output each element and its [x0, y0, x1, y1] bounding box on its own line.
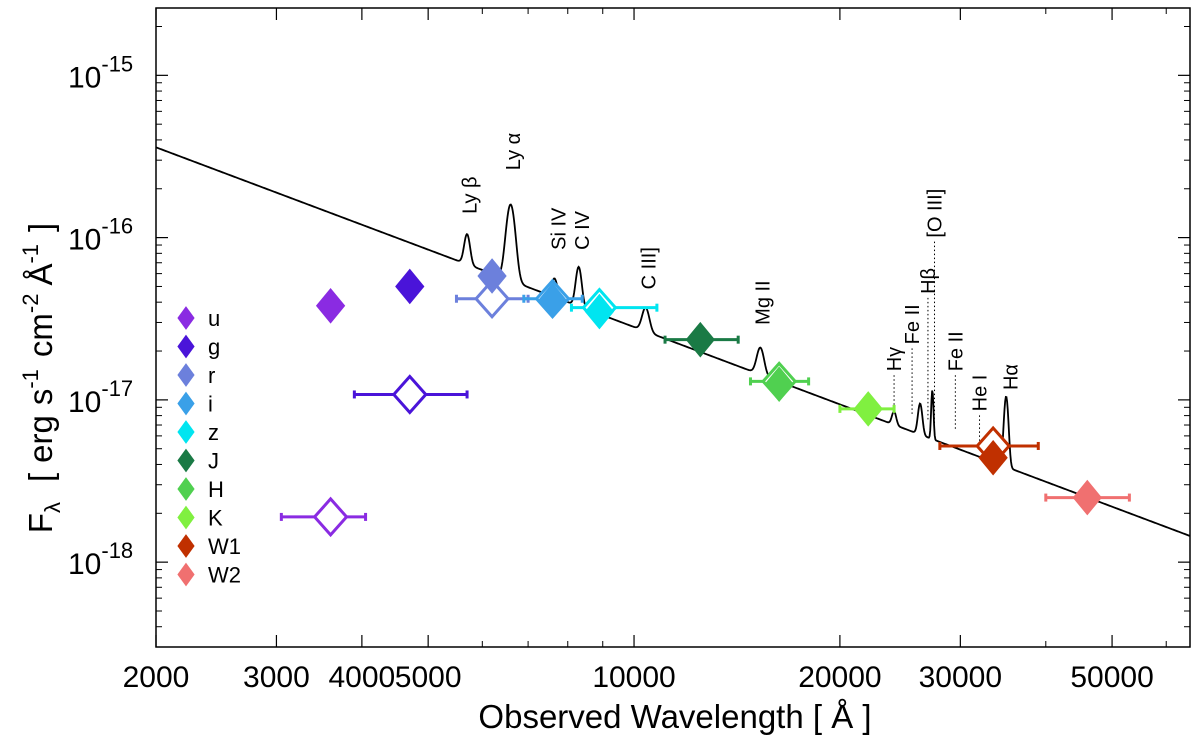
x-tick-label: 50000 [1070, 661, 1153, 694]
filled-diamond-r [477, 258, 507, 294]
filled-diamond-J [685, 321, 715, 358]
x-tick-label: 20000 [798, 661, 881, 694]
ylabel-exp3: -1 [18, 244, 43, 264]
open-diamond-u [312, 496, 349, 538]
photometry-points [279, 258, 1131, 538]
legend-label-u: u [208, 306, 220, 331]
filled-diamond-z [584, 293, 615, 330]
plot-frame [155, 7, 1191, 648]
filled-diamond-W2 [1072, 479, 1102, 516]
ylabel-close: ] [22, 223, 59, 232]
legend-marker-z [177, 420, 195, 444]
legend-marker-K [177, 505, 195, 530]
open-diamond-r [474, 278, 511, 320]
legend-marker-r [177, 363, 195, 387]
legend-label-W2: W2 [208, 563, 241, 588]
tick-labels: 2000 3000 4000 5000 10000 20000 30000 50000 10-1… [68, 51, 1154, 694]
x-axis-title: Observed Wavelength [ Å ] [478, 698, 871, 735]
emission-line-label: He I [970, 375, 992, 412]
ylabel-s: s [22, 389, 59, 406]
y-tick-label: 10-15 [68, 51, 133, 94]
filled-diamond-g [395, 268, 425, 305]
legend-label-z: z [208, 420, 219, 445]
x-tick-label: 4000 [329, 661, 396, 694]
legend-marker-J [177, 448, 195, 473]
legend-label-W1: W1 [208, 534, 241, 559]
open-diamond-g [391, 374, 428, 415]
emission-line-label: Mg II [752, 280, 774, 324]
ylabel-exp1: -1 [18, 369, 43, 389]
legend-marker-u [177, 306, 195, 330]
ylabel-exp2: -2 [18, 294, 43, 314]
legend-marker-W1 [177, 534, 195, 558]
y-tick-label: 10-16 [68, 214, 133, 257]
spectrum-line [155, 146, 1191, 537]
legend-label-J: J [208, 449, 219, 474]
emission-line-label: Hβ [918, 268, 940, 294]
x-tick-label: 3000 [243, 661, 310, 694]
emission-line-label: Ly β [460, 176, 482, 213]
y-tick-label: 10-18 [68, 538, 133, 581]
legend-label-i: i [208, 392, 213, 417]
legend-label-H: H [208, 477, 224, 502]
svg-text:Fλ[ergs-1cm-2Å-1]: Fλ[ergs-1cm-2Å-1] [18, 223, 65, 533]
emission-line-label: Ly α [503, 133, 525, 171]
filled-diamond-K [853, 391, 883, 427]
legend-marker-i [177, 391, 195, 416]
emission-line-label: C IV [572, 210, 594, 250]
legend-label-r: r [208, 363, 215, 388]
emission-line-label: Hα [1000, 364, 1022, 390]
ylabel-open: [ [22, 473, 59, 482]
legend-label-K: K [208, 506, 223, 531]
ylabel-sub: λ [40, 502, 65, 513]
x-tick-label: 30000 [919, 661, 1002, 694]
y-tick-label: 10-17 [68, 376, 133, 419]
legend-marker-g [177, 334, 195, 359]
ylabel-erg: erg [22, 415, 59, 463]
emission-line-label: Hγ [884, 347, 906, 371]
legend-label-g: g [208, 335, 220, 360]
ylabel-cm: cm [22, 313, 59, 357]
filled-diamond-u [315, 288, 346, 324]
legend-marker-H [177, 477, 195, 501]
emission-line-label: Fe II [945, 331, 967, 371]
x-tick-label: 2000 [123, 661, 190, 694]
filled-diamond-W1 [978, 439, 1008, 476]
filled-diamond-H [764, 366, 794, 402]
emission-line-label: [O III] [925, 189, 947, 238]
axis-ticks [155, 8, 1190, 648]
filled-diamond-i [537, 282, 568, 319]
emission-line-label: C III] [639, 247, 661, 289]
x-tick-label: 5000 [395, 661, 462, 694]
x-tick-label: 10000 [592, 661, 675, 694]
model-spectrum [155, 146, 1191, 537]
emission-line-label: Si IV [548, 207, 570, 250]
emission-line-labels: Ly β Ly α Si IV C IV C III] Mg II Hγ Fe II Hβ [O … [460, 133, 1022, 441]
legend-marker-W2 [177, 562, 195, 587]
ylabel-f: F [22, 513, 59, 533]
y-axis-title: Fλ[ergs-1cm-2Å-1] [18, 223, 65, 533]
ylabel-ang: Å [22, 264, 59, 286]
emission-line-label: Fe II [902, 304, 924, 344]
